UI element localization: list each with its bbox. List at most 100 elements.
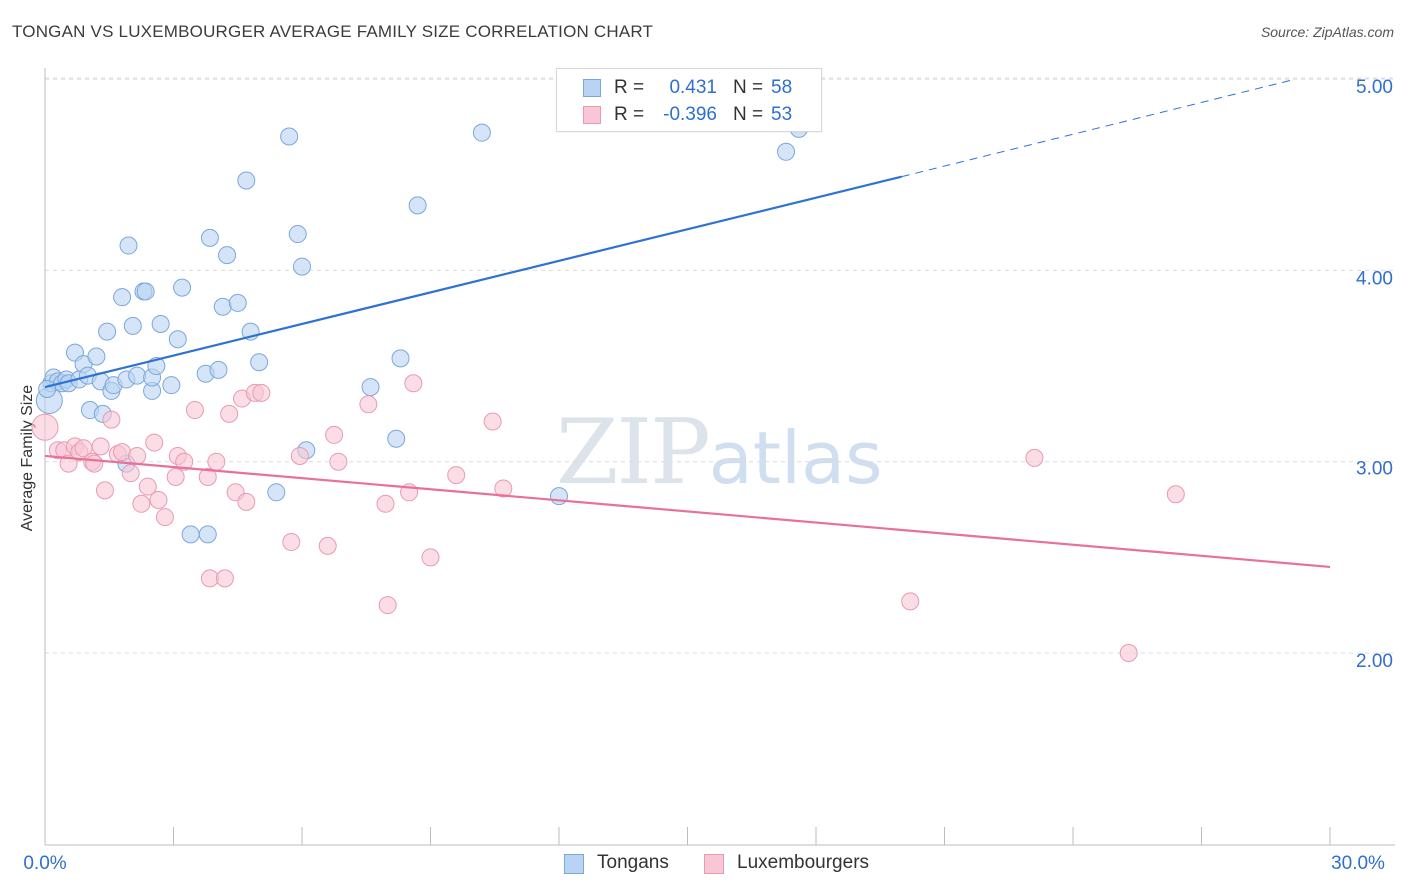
luxembourgers-point xyxy=(421,548,440,567)
tongans-point xyxy=(119,236,138,255)
x-tick-label: 0.0% xyxy=(23,853,66,874)
luxembourgers-point xyxy=(132,494,151,513)
luxembourgers-point xyxy=(138,477,157,496)
legend-label-luxembourgers: Luxembourgers xyxy=(737,852,870,873)
tongans-point xyxy=(293,257,311,276)
luxembourgers-point xyxy=(31,413,59,441)
tongans-point xyxy=(136,282,155,301)
tongans-point xyxy=(123,316,142,335)
legend-n-value: 53 xyxy=(771,104,793,125)
luxembourgers-point xyxy=(447,466,466,485)
luxembourgers-point xyxy=(290,446,309,465)
luxembourgers-point xyxy=(175,452,194,471)
x-tick-label: 30.0% xyxy=(1331,853,1385,874)
luxembourgers-point xyxy=(215,569,234,588)
luxembourgers-point xyxy=(404,374,423,393)
tongans-trendline xyxy=(44,175,902,389)
luxembourgers-point xyxy=(1166,485,1185,504)
legend-label-tongans: Tongans xyxy=(597,852,669,873)
luxembourgers-point xyxy=(91,437,110,456)
grid-layer xyxy=(45,77,1395,654)
watermark-zip: ZIP xyxy=(556,400,711,505)
tongans-point xyxy=(38,380,57,399)
tongans-point xyxy=(228,293,247,312)
luxembourgers-point xyxy=(200,569,219,588)
y-tick-label: 3.00 xyxy=(1356,459,1393,480)
tongans-point xyxy=(173,278,192,297)
tongans-point xyxy=(408,196,427,215)
tongans-point xyxy=(200,228,219,247)
tongans-point xyxy=(387,429,406,448)
legend-n-label: N = xyxy=(733,104,764,125)
luxembourgers-point xyxy=(166,468,185,487)
watermark-atlas: atlas xyxy=(708,416,883,500)
legend-r-value: -0.396 xyxy=(663,104,717,125)
legend-r-label: R = xyxy=(614,104,645,125)
y-tick-label: 5.00 xyxy=(1356,77,1393,98)
luxembourgers-point xyxy=(198,468,217,487)
luxembourgers-point xyxy=(102,410,121,429)
watermark: ZIPatlas xyxy=(556,400,883,505)
y-tick-label: 2.00 xyxy=(1356,651,1393,672)
luxembourgers-point xyxy=(325,425,344,444)
tongans-point xyxy=(113,288,132,307)
luxembourgers-point xyxy=(901,592,920,611)
luxembourgers-point xyxy=(149,490,168,509)
legend-swatch-luxembourgers xyxy=(704,854,724,874)
tongans-point xyxy=(391,349,410,368)
luxembourgers-point xyxy=(359,395,378,414)
tongans-point xyxy=(151,314,170,333)
tongans-point xyxy=(777,142,796,161)
tongans-point xyxy=(361,378,380,397)
tongans-point xyxy=(250,353,269,372)
luxembourgers-point xyxy=(128,446,147,465)
legend-swatch-tongans xyxy=(583,79,601,97)
luxembourgers-point xyxy=(207,452,226,471)
luxembourgers-point xyxy=(95,481,114,500)
y-tick-label: 4.00 xyxy=(1356,268,1393,289)
legend-swatch-luxembourgers xyxy=(583,106,601,124)
tongans-point xyxy=(198,525,217,544)
luxembourgers-point xyxy=(121,464,140,483)
luxembourgers-point xyxy=(113,443,132,462)
tongans-point xyxy=(280,127,299,146)
tongans-trendline-extension xyxy=(901,78,1296,178)
tongans-point xyxy=(87,347,106,366)
luxembourgers-point xyxy=(376,494,395,513)
tongans-point xyxy=(218,246,237,265)
legend-row-tongans: R = 0.431 N = 58 xyxy=(557,75,821,101)
luxembourgers-point xyxy=(145,433,164,452)
tongans-point xyxy=(181,525,200,544)
luxembourgers-point xyxy=(185,401,204,420)
legend-n-value: 58 xyxy=(771,77,793,98)
luxembourgers-point xyxy=(483,412,502,431)
source-label: Source: ZipAtlas.com xyxy=(1260,24,1394,40)
tongans-point xyxy=(168,330,187,349)
luxembourgers-point xyxy=(85,454,104,473)
tick-label-layer: 2.00 3.00 4.00 5.00 0.0% 30.0% xyxy=(23,77,1393,874)
trend-layer xyxy=(44,78,1331,569)
points-layer xyxy=(31,119,1185,662)
luxembourgers-point xyxy=(220,404,239,423)
luxembourgers-point xyxy=(494,479,513,498)
luxembourgers-point xyxy=(329,452,348,471)
tongans-point xyxy=(209,360,228,379)
chart-title: TONGAN VS LUXEMBOURGER AVERAGE FAMILY SI… xyxy=(12,22,654,41)
luxembourgers-point xyxy=(282,533,301,552)
legend-n-label: N = xyxy=(733,77,764,98)
tongans-point xyxy=(213,297,232,316)
legend-swatch-tongans xyxy=(564,854,584,874)
legend-r-value: 0.431 xyxy=(669,77,717,98)
tongans-point xyxy=(288,225,307,244)
tongans-point xyxy=(98,322,117,341)
tongans-point xyxy=(550,487,568,506)
legend-row-luxembourgers: R = -0.396 N = 53 xyxy=(557,102,821,128)
tongans-point xyxy=(267,483,286,502)
legend-r-label: R = xyxy=(614,77,645,98)
luxembourgers-point xyxy=(252,383,271,402)
luxembourgers-point xyxy=(155,508,174,527)
luxembourgers-point xyxy=(318,536,337,555)
tongans-point xyxy=(162,376,181,395)
tongans-point xyxy=(472,123,491,142)
